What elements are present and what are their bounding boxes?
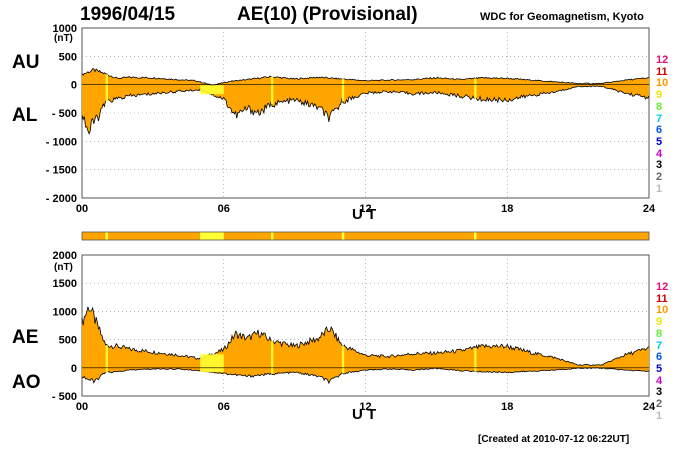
bottom-ytick-label: - 500 (52, 391, 77, 403)
strip-segment (344, 232, 475, 240)
top-x-axis-title: U T (352, 206, 377, 223)
station-scale-label: 2 (656, 398, 663, 411)
station-scale-label: 1 (656, 182, 663, 195)
station-scale-label: 7 (656, 339, 663, 352)
strip-segment (341, 232, 345, 240)
station-count-scale-top: 12 11 10 9 8 7 6 5 4 3 2 1 (656, 54, 676, 195)
top-xtick-label: 12 (359, 203, 371, 215)
station-scale-label: 4 (656, 374, 663, 387)
date-title: 1996/04/15 (80, 4, 176, 25)
station-scale-label: 5 (656, 135, 663, 148)
top-marker (341, 79, 345, 102)
bottom-xtick-label: 18 (501, 401, 513, 413)
station-scale-label: 9 (656, 89, 663, 102)
bottom-ytick-label: 500 (59, 335, 77, 347)
bottom-xtick-label: 12 (359, 401, 371, 413)
strip-frame (81, 231, 650, 241)
station-scale-label: 10 (656, 304, 669, 317)
station-scale-label: 8 (656, 100, 663, 113)
created-timestamp: [Created at 2010-07-12 06:22UT] (478, 434, 630, 445)
top-marker (105, 74, 108, 102)
bottom-marker (105, 345, 108, 373)
station-scale-label: 4 (656, 147, 663, 160)
strip-segment (273, 232, 342, 240)
bottom-marker (271, 341, 274, 374)
chart-title: AE(10) (Provisional) (237, 4, 418, 25)
strip-segment (271, 232, 274, 240)
bottom-series-ae (81, 306, 650, 366)
station-scale-label: 8 (656, 327, 663, 340)
top-marker (474, 78, 477, 99)
ae-label: AE (12, 327, 39, 348)
station-scale-label: 11 (656, 65, 668, 78)
station-scale-label: 12 (656, 281, 669, 293)
strip-segment (476, 232, 649, 240)
ao-label: AO (12, 372, 41, 393)
top-xtick-label: 18 (501, 203, 513, 215)
top-ytick-label: - 1500 (46, 165, 77, 177)
station-scale-label: 6 (656, 124, 663, 137)
strip-segment (107, 232, 201, 240)
top-ytick-label: - 500 (52, 108, 77, 120)
bottom-ytick-label: 1000 (53, 306, 77, 318)
top-xtick-label: 24 (643, 203, 656, 215)
top-ytick-label: 500 (59, 51, 77, 63)
top-marker (200, 85, 224, 95)
station-count-scale-bottom: 12 11 10 9 8 7 6 5 4 3 2 1 (656, 281, 676, 422)
quality-strip (81, 231, 650, 241)
strip-segment (200, 232, 224, 240)
bottom-ytick-label: 0 (71, 363, 77, 375)
bottom-xtick-label: 00 (76, 401, 88, 413)
bottom-ytick-label: 2000 (53, 250, 77, 262)
top-fill-area (82, 68, 649, 134)
source-label: WDC for Geomagnetism, Kyoto (480, 11, 644, 23)
bottom-xtick-label: 06 (218, 401, 230, 413)
top-xtick-label: 06 (218, 203, 230, 215)
top-ytick-label: - 1000 (46, 136, 77, 148)
station-scale-label: 10 (656, 77, 669, 90)
bottom-plot-frame (81, 254, 650, 397)
station-scale-label: 3 (656, 386, 663, 399)
bottom-marker (200, 354, 224, 373)
station-scale-label: 2 (656, 171, 663, 184)
strip-segment (105, 232, 108, 240)
top-xtick-label: 00 (76, 203, 88, 215)
station-scale-label: 7 (656, 112, 663, 125)
station-scale-label: 1 (656, 409, 663, 422)
strip-segment (474, 232, 477, 240)
station-scale-label: 12 (656, 54, 669, 66)
strip-segment (82, 232, 106, 240)
bottom-xtick-label: 24 (643, 401, 656, 413)
station-scale-label: 3 (656, 159, 663, 172)
au-label: AU (12, 52, 40, 73)
bottom-series-ao (81, 367, 650, 385)
top-series-au (81, 68, 650, 86)
top-marker (271, 76, 274, 105)
bottom-marker (341, 345, 345, 374)
top-ytick-label: - 2000 (46, 193, 77, 205)
strip-segment (223, 232, 271, 240)
station-scale-label: 6 (656, 351, 663, 364)
bottom-x-axis-title: U T (352, 406, 377, 423)
al-label: AL (12, 105, 38, 126)
top-ytick-label: 0 (71, 80, 77, 92)
bottom-marker (474, 347, 477, 372)
station-scale-label: 5 (656, 362, 663, 375)
top-series-al (81, 85, 650, 135)
bottom-ytick-label: 1500 (53, 278, 77, 290)
top-ytick-label: 1000 (53, 23, 77, 35)
station-scale-label: 11 (656, 292, 668, 305)
station-scale-label: 9 (656, 316, 663, 329)
bottom-unit-label: (nT) (54, 262, 73, 273)
top-unit-label: (nT) (54, 33, 73, 44)
